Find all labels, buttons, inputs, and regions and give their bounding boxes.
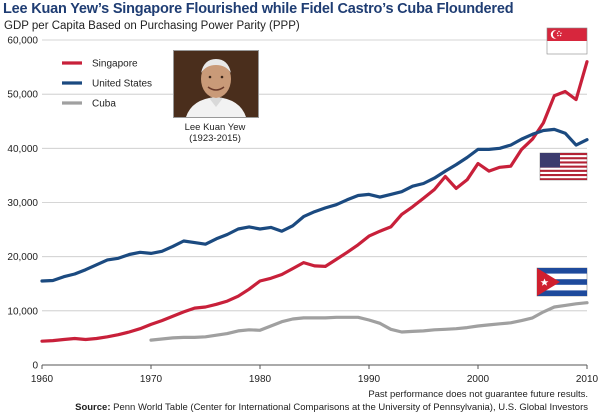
cuba-line (149, 301, 589, 342)
united-states-line (40, 127, 589, 283)
united-states-flag-icon (539, 152, 588, 181)
legend: Singapore United States Cuba (62, 59, 152, 110)
source-description: Penn World Table (Center for Internation… (113, 402, 588, 413)
photo-caption: Lee Kuan Yew (1923-2015) (160, 122, 270, 144)
y-tick-label: 50,000 (7, 90, 38, 101)
y-tick-label: 30,000 (7, 198, 38, 209)
y-tick-label: 0 (32, 361, 38, 372)
series-lines (40, 60, 589, 343)
source-label: Source: (75, 402, 111, 413)
y-tick-label: 10,000 (7, 306, 38, 317)
y-axis-ticks: 0 10,000 20,000 30,000 40,000 50,000 60,000 (7, 36, 38, 372)
x-tick-label: 2010 (576, 374, 599, 385)
singapore-line (40, 60, 589, 343)
x-tick-label: 2000 (467, 374, 490, 385)
source-text: Source: Penn World Table (Center for Int… (75, 402, 588, 413)
legend-label-united-states: United States (92, 79, 152, 90)
x-tick-label: 1960 (31, 374, 54, 385)
singapore-flag-icon (546, 27, 588, 55)
x-tick-label: 1980 (249, 374, 272, 385)
y-tick-label: 60,000 (7, 36, 38, 47)
disclaimer-text: Past performance does not guarantee futu… (368, 389, 588, 400)
lee-kuan-yew-photo (173, 50, 259, 118)
legend-label-singapore: Singapore (92, 59, 138, 70)
photo-caption-years: (1923-2015) (189, 133, 241, 144)
chart-subtitle: GDP per Capita Based on Purchasing Power… (4, 20, 300, 32)
chart-title: Lee Kuan Yew’s Singapore Flourished whil… (3, 1, 514, 17)
photo-caption-name: Lee Kuan Yew (184, 122, 246, 133)
cuba-flag-icon (536, 267, 588, 297)
y-tick-label: 40,000 (7, 144, 38, 155)
x-tick-label: 1970 (140, 374, 163, 385)
x-axis-ticks: 1960 1970 1980 1990 2000 2010 (31, 374, 599, 385)
legend-label-cuba: Cuba (92, 99, 116, 110)
x-tick-label: 1990 (358, 374, 381, 385)
gridlines (41, 39, 588, 369)
y-tick-label: 20,000 (7, 252, 38, 263)
